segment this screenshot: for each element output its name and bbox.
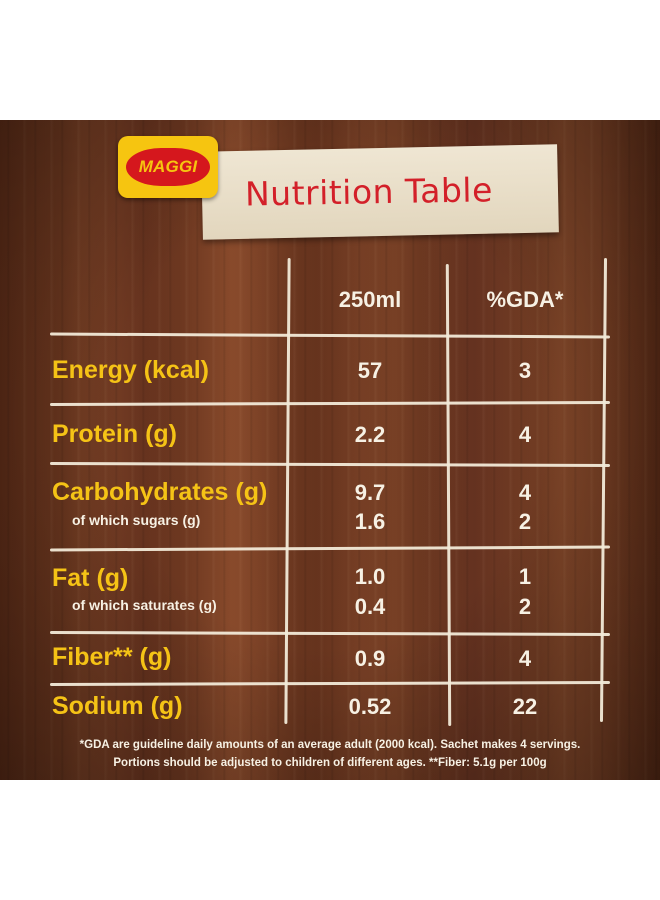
row-label-carbohydrates: Carbohydrates (g) bbox=[52, 478, 268, 506]
footnote-line-1: *GDA are guideline daily amounts of an a… bbox=[79, 739, 581, 751]
row-label-sodium: Sodium (g) bbox=[52, 692, 183, 720]
value-sugars-gda: 2 bbox=[518, 509, 532, 534]
value-carbohydrates-serving: 9.7 bbox=[354, 480, 386, 505]
row-label-fat: Fat (g) bbox=[52, 564, 129, 592]
value-energy-gda: 3 bbox=[518, 358, 532, 383]
maggi-logo: MAGGI bbox=[118, 136, 218, 198]
value-energy-serving: 57 bbox=[357, 358, 383, 383]
row-label-saturates: of which saturates (g) bbox=[72, 597, 217, 613]
value-protein-serving: 2.2 bbox=[354, 422, 386, 447]
value-protein-gda: 4 bbox=[518, 422, 532, 447]
value-sodium-gda: 22 bbox=[512, 694, 538, 719]
value-fat-gda: 1 bbox=[518, 564, 532, 589]
value-saturates-serving: 0.4 bbox=[354, 594, 386, 619]
row-label-sugars: of which sugars (g) bbox=[72, 512, 201, 528]
value-fiber-serving: 0.9 bbox=[354, 646, 386, 671]
footnote-line-2: Portions should be adjusted to children … bbox=[113, 757, 547, 769]
header-per-serving: 250ml bbox=[338, 287, 402, 312]
row-label-fiber: Fiber** (g) bbox=[52, 643, 172, 671]
page-title: Nutrition Table bbox=[244, 170, 494, 214]
value-carbohydrates-gda: 4 bbox=[518, 480, 532, 505]
value-fat-serving: 1.0 bbox=[354, 564, 386, 589]
value-sodium-serving: 0.52 bbox=[348, 694, 392, 719]
row-label-energy: Energy (kcal) bbox=[52, 356, 210, 384]
value-sugars-serving: 1.6 bbox=[354, 509, 386, 534]
header-gda: %GDA* bbox=[486, 287, 564, 312]
row-label-protein: Protein (g) bbox=[52, 420, 177, 448]
value-fiber-gda: 4 bbox=[518, 646, 532, 671]
value-saturates-gda: 2 bbox=[518, 594, 532, 619]
logo-text: MAGGI bbox=[138, 157, 198, 176]
